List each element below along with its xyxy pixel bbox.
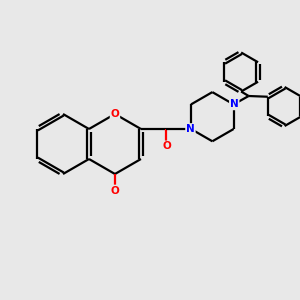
Text: N: N: [186, 124, 195, 134]
Text: O: O: [162, 141, 171, 152]
Text: O: O: [111, 109, 119, 119]
Text: N: N: [230, 99, 239, 110]
Text: O: O: [111, 185, 119, 196]
